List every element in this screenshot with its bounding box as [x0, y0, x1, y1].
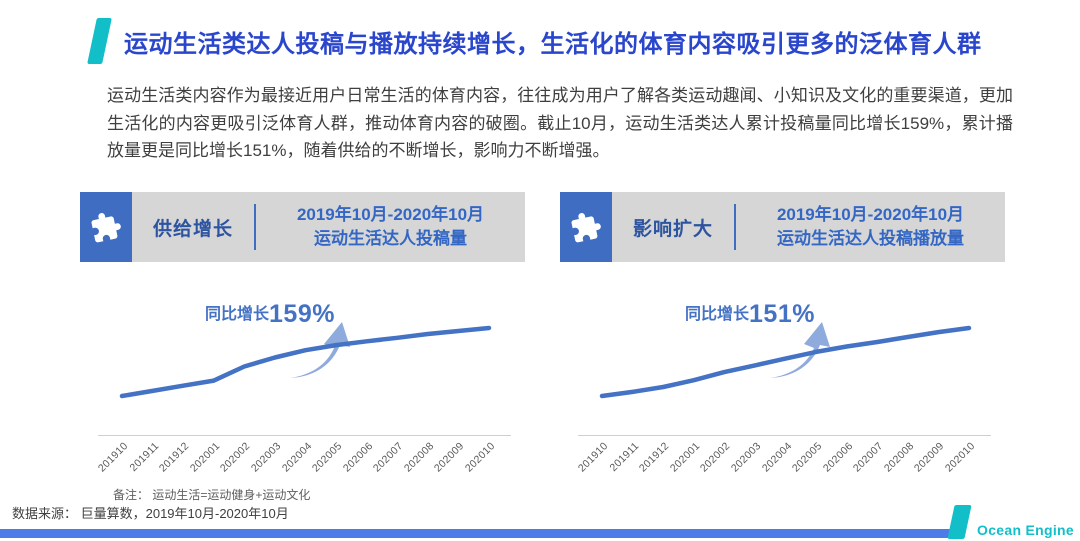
growth-annotation: 同比增长151% [685, 300, 815, 329]
plays-trend-svg [599, 322, 972, 399]
x-axis-line [578, 435, 991, 436]
x-axis-line [98, 435, 511, 436]
panel-title-bar: 供给增长 2019年10月-2020年10月 运动生活达人投稿量 [132, 192, 525, 262]
intro-paragraph: 运动生活类内容作为最接近用户日常生活的体育内容，往往成为用户了解各类运动趣闻、小… [107, 86, 1013, 160]
panel-label: 影响扩大 [632, 218, 713, 240]
panel-metric: 运动生活达人投稿播放量 [777, 229, 964, 248]
puzzle-icon [560, 192, 612, 262]
title-accent-parallelogram-icon [87, 18, 112, 64]
footnote: 备注： 运动生活=运动健身+运动文化 [113, 488, 311, 502]
page-title: 运动生活类达人投稿与播放持续增长，生活化的体育内容吸引更多的泛体育人群 [124, 30, 982, 58]
logo-parallelogram-icon [947, 505, 972, 539]
line-chart-plays: 同比增长151% 201910 201911 201912 202001 202002 2… [560, 270, 1005, 475]
ocean-engine-logo: Ocean Engine [947, 505, 1074, 539]
vertical-divider [254, 204, 256, 250]
x-axis: 201910 201911 201912 202001 202002 202003 2020… [560, 435, 1005, 481]
posts-trend-svg [119, 322, 492, 399]
panel-title-bar: 影响扩大 2019年10月-2020年10月 运动生活达人投稿播放量 [612, 192, 1005, 262]
panel-period: 2019年10月-2020年10月 [296, 205, 485, 224]
panel-label: 供给增长 [152, 218, 233, 240]
growth-annotation-value: 151% [749, 300, 815, 328]
x-axis: 201910 201911 201912 202001 202002 202003 2020… [80, 435, 525, 481]
panel-header: 影响扩大 2019年10月-2020年10月 运动生活达人投稿播放量 [560, 192, 1005, 262]
line-chart-posts: 同比增长159% 201910 201911 201912 202001 202002 2… [80, 270, 525, 502]
slide-header: 运动生活类达人投稿与播放持续增长，生活化的体育内容吸引更多的泛体育人群 [87, 15, 982, 67]
panel-period: 2019年10月-2020年10月 [776, 205, 965, 224]
trend-line [599, 325, 972, 399]
trend-line [119, 325, 492, 399]
data-source-text: 数据来源： 巨量算数，2019年10月-2020年10月 [12, 506, 289, 521]
puzzle-icon [80, 192, 132, 262]
curved-arrow-up-right-icon [770, 322, 830, 378]
curved-arrow-up-right-icon [290, 322, 350, 378]
growth-annotation-prefix: 同比增长 [205, 306, 270, 323]
growth-annotation-value: 159% [269, 300, 335, 328]
growth-annotation: 同比增长159% [205, 300, 335, 329]
panel-header: 供给增长 2019年10月-2020年10月 运动生活达人投稿量 [80, 192, 525, 262]
panel-impact-expansion: 影响扩大 2019年10月-2020年10月 运动生活达人投稿播放量 同比增长1… [560, 192, 1005, 475]
footer-bar [0, 529, 962, 538]
growth-annotation-prefix: 同比增长 [685, 306, 750, 323]
panel-subtitle: 2019年10月-2020年10月 运动生活达人投稿量 [256, 203, 525, 251]
panel-supply-growth: 供给增长 2019年10月-2020年10月 运动生活达人投稿量 同比增长159… [80, 192, 525, 502]
logo-text: Ocean Engine [977, 522, 1074, 538]
panel-subtitle: 2019年10月-2020年10月 运动生活达人投稿播放量 [736, 203, 1005, 251]
vertical-divider [734, 204, 736, 250]
panel-metric: 运动生活达人投稿量 [314, 229, 467, 248]
